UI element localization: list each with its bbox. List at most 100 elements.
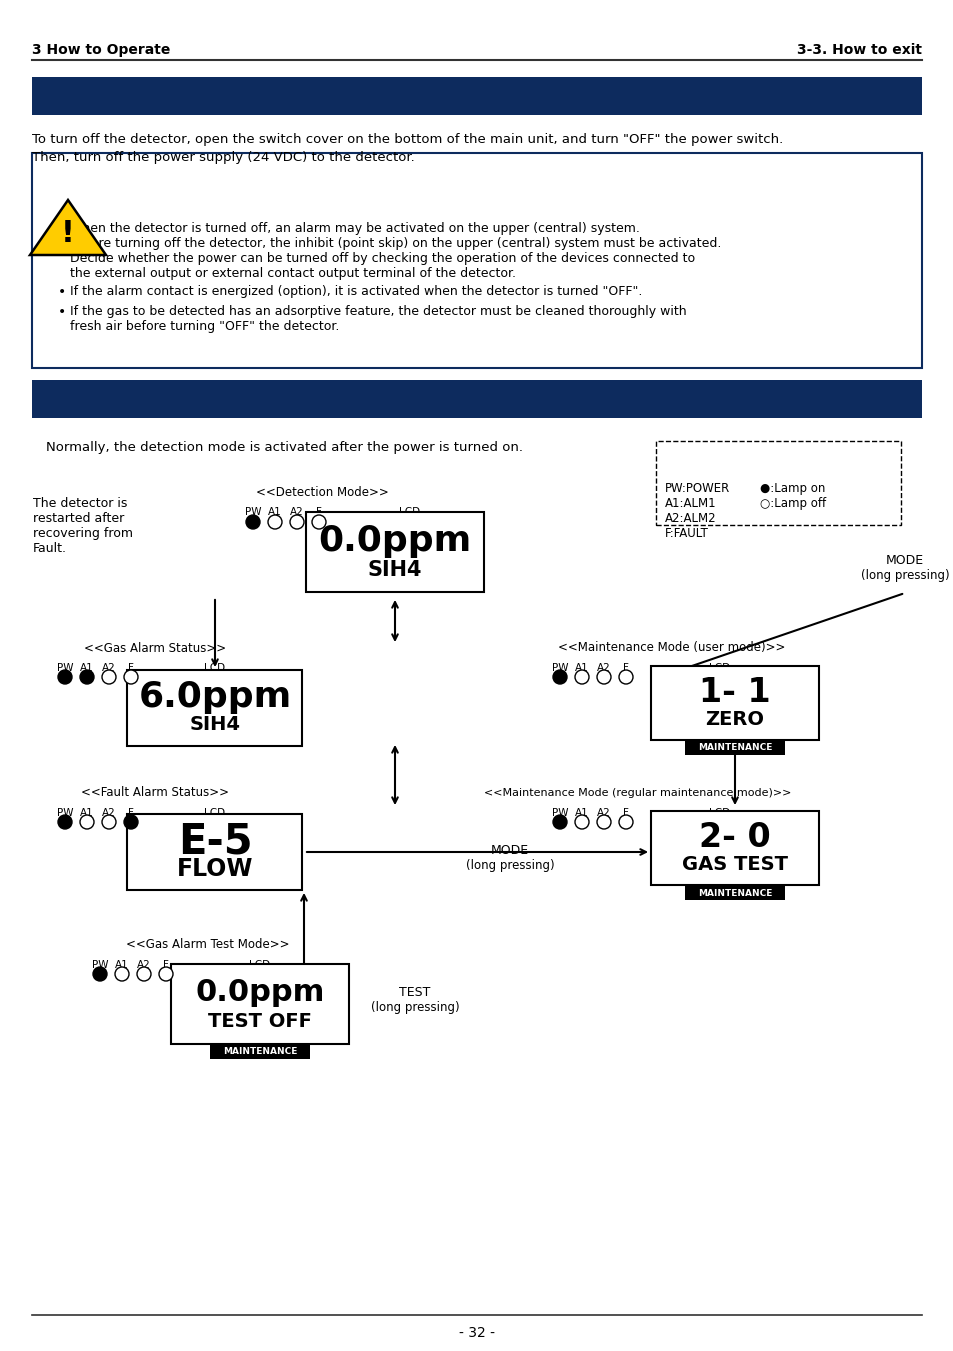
Circle shape bbox=[102, 815, 116, 830]
Text: •: • bbox=[58, 222, 66, 236]
Text: A2: A2 bbox=[102, 663, 115, 673]
Text: (long pressing): (long pressing) bbox=[860, 570, 948, 582]
Text: TEST: TEST bbox=[399, 986, 430, 1000]
Text: A1: A1 bbox=[80, 663, 93, 673]
Text: ○:Lamp off: ○:Lamp off bbox=[760, 497, 825, 509]
Circle shape bbox=[268, 515, 282, 530]
Text: FLOW: FLOW bbox=[176, 857, 253, 881]
Text: PW: PW bbox=[56, 663, 73, 673]
Text: <<Detection Mode>>: <<Detection Mode>> bbox=[255, 485, 388, 499]
Text: (long pressing): (long pressing) bbox=[465, 859, 554, 873]
Text: LCD: LCD bbox=[204, 808, 225, 817]
FancyBboxPatch shape bbox=[32, 380, 921, 417]
Text: MODE: MODE bbox=[885, 554, 923, 566]
Text: MAINTENANCE: MAINTENANCE bbox=[697, 889, 771, 897]
Text: SIH4: SIH4 bbox=[367, 559, 422, 580]
Circle shape bbox=[80, 815, 94, 830]
Text: F: F bbox=[315, 507, 321, 517]
Text: 3 How to Operate: 3 How to Operate bbox=[32, 43, 171, 57]
Circle shape bbox=[58, 815, 71, 830]
Text: F:FAULT: F:FAULT bbox=[664, 527, 708, 540]
Circle shape bbox=[312, 515, 326, 530]
Text: PW: PW bbox=[551, 808, 568, 817]
Text: Then, turn off the power supply (24 VDC) to the detector.: Then, turn off the power supply (24 VDC)… bbox=[32, 151, 415, 165]
Text: A2: A2 bbox=[137, 961, 151, 970]
Text: A1: A1 bbox=[575, 808, 588, 817]
Text: TEST OFF: TEST OFF bbox=[208, 1012, 312, 1031]
Text: A1: A1 bbox=[115, 961, 129, 970]
Text: The detector is: The detector is bbox=[33, 497, 128, 509]
Text: A1: A1 bbox=[80, 808, 93, 817]
Text: If the gas to be detected has an adsorptive feature, the detector must be cleane: If the gas to be detected has an adsorpt… bbox=[70, 305, 686, 317]
Text: restarted after: restarted after bbox=[33, 512, 124, 526]
FancyBboxPatch shape bbox=[171, 965, 349, 1044]
FancyBboxPatch shape bbox=[306, 512, 483, 592]
Text: <<Maintenance Mode (user mode)>>: <<Maintenance Mode (user mode)>> bbox=[558, 642, 785, 654]
Text: •: • bbox=[58, 285, 66, 299]
Circle shape bbox=[124, 815, 138, 830]
FancyBboxPatch shape bbox=[650, 666, 818, 740]
Text: recovering from: recovering from bbox=[33, 527, 132, 540]
Circle shape bbox=[58, 670, 71, 684]
Text: If the alarm contact is energized (option), it is activated when the detector is: If the alarm contact is energized (optio… bbox=[70, 285, 641, 299]
Text: 2- 0: 2- 0 bbox=[699, 821, 770, 854]
Text: F: F bbox=[163, 961, 169, 970]
Text: the external output or external contact output terminal of the detector.: the external output or external contact … bbox=[70, 267, 516, 280]
Circle shape bbox=[246, 515, 260, 530]
FancyBboxPatch shape bbox=[656, 440, 900, 526]
FancyBboxPatch shape bbox=[650, 811, 818, 885]
Text: MAINTENANCE: MAINTENANCE bbox=[223, 1047, 297, 1056]
Text: ZERO: ZERO bbox=[705, 709, 763, 728]
Text: F: F bbox=[622, 808, 628, 817]
Circle shape bbox=[92, 967, 107, 981]
Text: <<Gas Alarm Test Mode>>: <<Gas Alarm Test Mode>> bbox=[126, 939, 290, 951]
Text: <<Gas Alarm Status>>: <<Gas Alarm Status>> bbox=[84, 642, 226, 654]
Text: PW: PW bbox=[56, 808, 73, 817]
Text: 3-3. How to exit: 3-3. How to exit bbox=[796, 43, 921, 57]
Text: - 32 -: - 32 - bbox=[458, 1325, 495, 1340]
Text: LCD: LCD bbox=[709, 808, 730, 817]
Text: 6.0ppm: 6.0ppm bbox=[138, 681, 292, 715]
Text: F: F bbox=[128, 663, 133, 673]
Text: ●:Lamp on: ●:Lamp on bbox=[760, 482, 824, 494]
Circle shape bbox=[597, 815, 610, 830]
Circle shape bbox=[618, 815, 633, 830]
FancyBboxPatch shape bbox=[128, 670, 302, 746]
Text: F: F bbox=[128, 808, 133, 817]
Text: LCD: LCD bbox=[204, 663, 225, 673]
FancyBboxPatch shape bbox=[128, 815, 302, 890]
Text: When the detector is turned off, an alarm may be activated on the upper (central: When the detector is turned off, an alar… bbox=[70, 222, 639, 235]
Text: LCD: LCD bbox=[399, 507, 420, 517]
Text: A1:ALM1: A1:ALM1 bbox=[664, 497, 716, 509]
Circle shape bbox=[124, 670, 138, 684]
Circle shape bbox=[80, 670, 94, 684]
Circle shape bbox=[575, 670, 588, 684]
Text: Fault.: Fault. bbox=[33, 542, 67, 555]
Text: MAINTENANCE: MAINTENANCE bbox=[697, 743, 771, 753]
Text: Normally, the detection mode is activated after the power is turned on.: Normally, the detection mode is activate… bbox=[46, 442, 522, 454]
Text: Before turning off the detector, the inhibit (point skip) on the upper (central): Before turning off the detector, the inh… bbox=[70, 236, 720, 250]
Text: LCD: LCD bbox=[249, 961, 271, 970]
Text: A2: A2 bbox=[597, 663, 610, 673]
Text: F: F bbox=[622, 663, 628, 673]
Text: A1: A1 bbox=[268, 507, 281, 517]
Circle shape bbox=[159, 967, 172, 981]
Text: SIH4: SIH4 bbox=[190, 715, 240, 734]
Circle shape bbox=[553, 670, 566, 684]
Text: fresh air before turning "OFF" the detector.: fresh air before turning "OFF" the detec… bbox=[70, 320, 339, 332]
FancyBboxPatch shape bbox=[210, 1046, 310, 1059]
FancyBboxPatch shape bbox=[684, 740, 784, 755]
Text: LCD: LCD bbox=[709, 663, 730, 673]
Circle shape bbox=[102, 670, 116, 684]
Text: E-5: E-5 bbox=[177, 820, 252, 862]
Text: A2: A2 bbox=[290, 507, 304, 517]
FancyBboxPatch shape bbox=[32, 77, 921, 115]
Text: 0.0ppm: 0.0ppm bbox=[318, 524, 471, 558]
Text: (long pressing): (long pressing) bbox=[371, 1001, 458, 1015]
Circle shape bbox=[137, 967, 151, 981]
Circle shape bbox=[553, 815, 566, 830]
Text: 0.0ppm: 0.0ppm bbox=[195, 978, 324, 1008]
Text: PW:POWER: PW:POWER bbox=[664, 482, 729, 494]
Text: GAS TEST: GAS TEST bbox=[681, 855, 787, 874]
Circle shape bbox=[618, 670, 633, 684]
